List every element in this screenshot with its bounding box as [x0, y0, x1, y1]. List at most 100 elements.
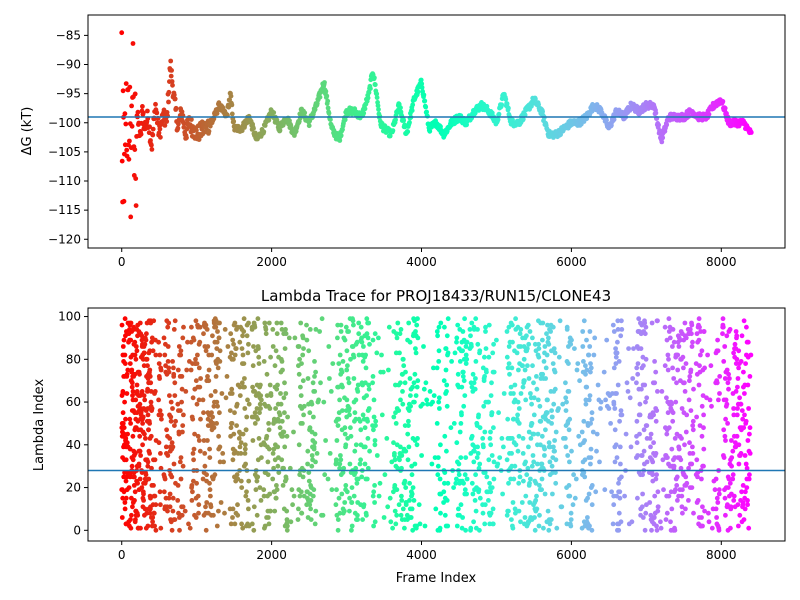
lambda-point: [618, 408, 624, 413]
lambda-point: [683, 506, 688, 512]
lambda-point: [471, 459, 477, 465]
lambda-point: [239, 521, 245, 527]
lambda-point: [509, 451, 514, 456]
lambda-point: [219, 391, 225, 396]
lambda-point: [504, 354, 510, 360]
lambda-point: [162, 352, 168, 358]
lambda-point: [164, 427, 170, 433]
lambda-point: [664, 395, 669, 401]
lambda-point: [461, 378, 467, 384]
lambda-point: [380, 369, 386, 375]
lambda-point: [166, 369, 172, 375]
dg-point: [489, 110, 495, 116]
lambda-point: [487, 436, 493, 441]
lambda-point: [497, 455, 503, 460]
lambda-point: [700, 523, 705, 529]
lambda-point: [250, 363, 256, 369]
lambda-point: [481, 403, 487, 409]
lambda-point: [462, 472, 468, 478]
lambda-point: [524, 472, 530, 478]
lambda-point: [392, 483, 398, 488]
dg-point: [229, 102, 235, 108]
lambda-point: [195, 433, 201, 439]
lambda-point: [562, 436, 568, 441]
lambda-point: [239, 380, 245, 386]
lambda-point: [614, 391, 619, 396]
dg-point: [129, 103, 135, 109]
lambda-point: [471, 519, 476, 525]
lambda-point: [670, 344, 675, 349]
lambda-point: [143, 337, 149, 343]
lambda-point: [511, 416, 516, 422]
lambda-point: [587, 523, 592, 529]
lambda-point: [643, 510, 649, 516]
x-tick-label: 0: [118, 548, 126, 562]
lambda-point: [215, 403, 221, 409]
lambda-point: [254, 512, 260, 518]
lambda-point: [688, 367, 694, 373]
lambda-point: [249, 521, 255, 527]
lambda-point: [690, 451, 696, 456]
lambda-point: [132, 427, 138, 433]
lambda-point: [333, 502, 339, 508]
lambda-point: [536, 346, 542, 351]
lambda-point: [256, 361, 262, 366]
lambda-point: [185, 339, 190, 345]
lambda-point: [351, 322, 356, 328]
lambda-point: [230, 457, 236, 463]
lambda-point: [727, 376, 732, 381]
lambda-point: [721, 359, 727, 364]
lambda-point: [251, 504, 257, 510]
lambda-point: [526, 341, 532, 347]
lambda-point: [568, 341, 574, 347]
lambda-point: [266, 521, 272, 527]
lambda-point: [643, 324, 649, 330]
lambda-point: [545, 397, 550, 403]
lambda-point: [129, 512, 134, 518]
lambda-point: [542, 344, 548, 349]
lambda-point: [481, 444, 486, 450]
lambda-point: [204, 327, 210, 332]
lambda-point: [489, 380, 494, 386]
lambda-point: [506, 344, 512, 349]
lambda-point: [546, 527, 552, 533]
lambda-point: [713, 506, 719, 512]
lambda-point: [229, 421, 235, 426]
lambda-point: [203, 322, 209, 328]
lambda-point: [548, 517, 554, 522]
dg-point: [206, 128, 212, 134]
dg-point: [231, 119, 237, 124]
dg-point: [372, 75, 377, 81]
lambda-point: [477, 425, 483, 431]
lambda-point: [436, 348, 442, 354]
lambda-point: [444, 498, 450, 503]
lambda-point: [460, 348, 465, 354]
lambda-point: [355, 382, 361, 388]
lambda-point: [149, 339, 155, 345]
lambda-point: [610, 521, 616, 527]
lambda-point: [301, 403, 307, 409]
lambda-point: [335, 527, 341, 533]
lambda-point: [456, 506, 461, 512]
lambda-point: [245, 350, 251, 356]
lambda-point: [300, 352, 306, 358]
lambda-point: [486, 322, 492, 328]
lambda-point: [298, 393, 304, 398]
dg-y-label: ΔG (kT): [20, 107, 35, 156]
lambda-point: [142, 341, 148, 347]
lambda-point: [152, 523, 158, 529]
lambda-point: [674, 483, 680, 488]
lambda-point: [240, 352, 246, 358]
dg-point: [410, 102, 416, 108]
lambda-point: [714, 495, 720, 501]
lambda-point: [634, 418, 640, 424]
x-tick-label: 8000: [706, 548, 737, 562]
y-tick-label: −90: [56, 58, 81, 72]
lambda-point: [396, 408, 402, 413]
lambda-point: [146, 427, 151, 433]
lambda-point: [306, 348, 312, 354]
lambda-point: [625, 389, 631, 394]
lambda-point: [627, 395, 633, 401]
lambda-point: [684, 412, 690, 418]
lambda-point: [347, 495, 352, 501]
